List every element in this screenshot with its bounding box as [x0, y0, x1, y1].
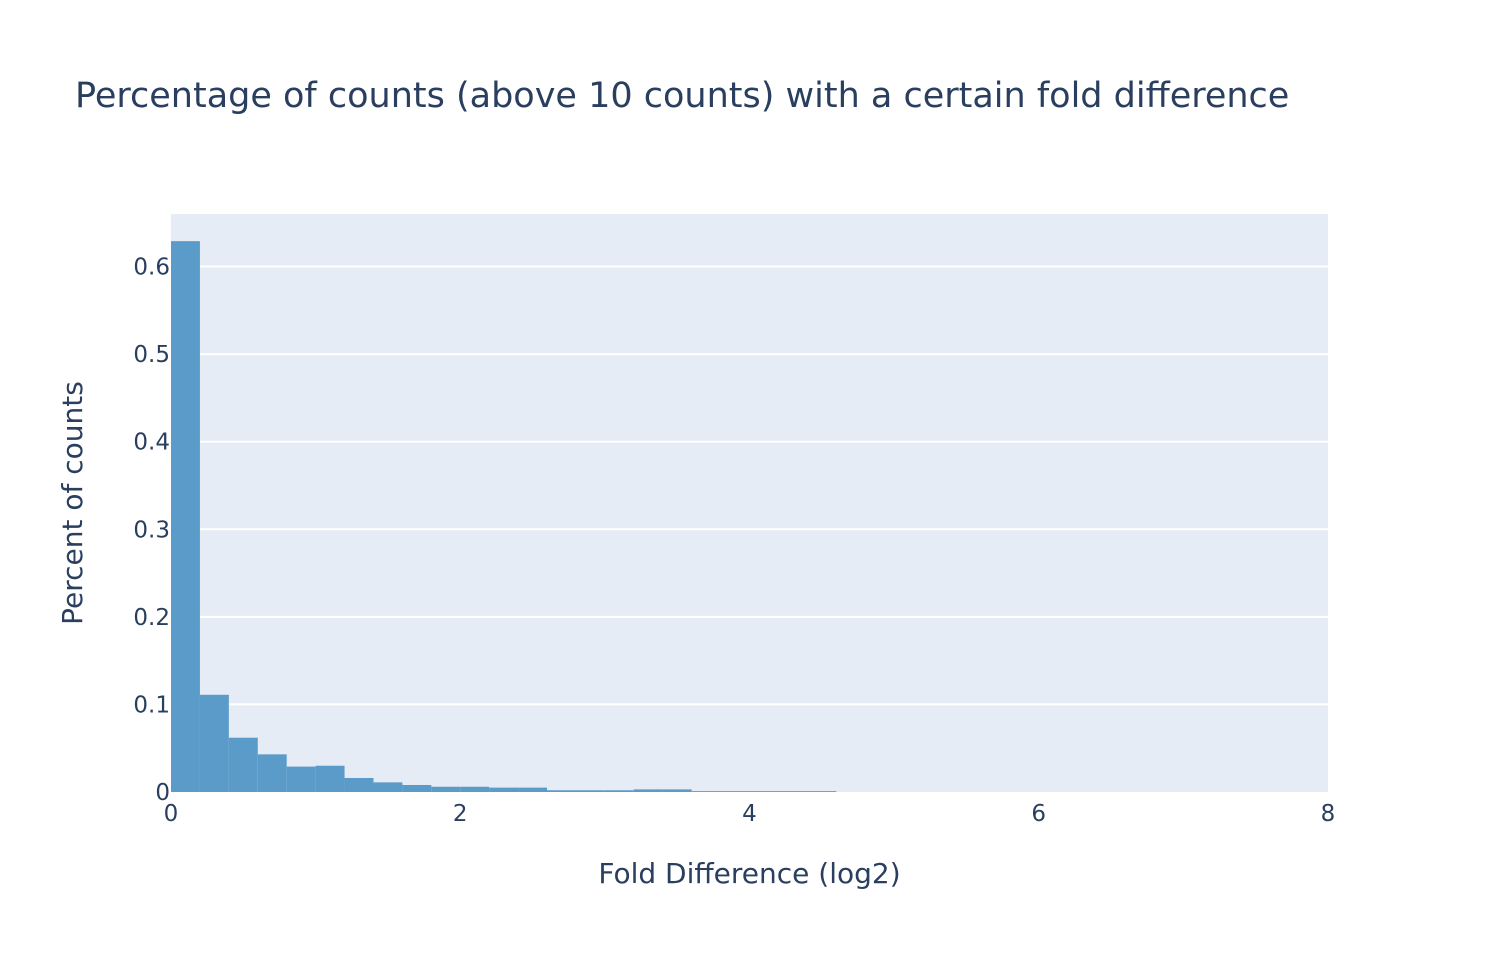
histogram-bar	[228, 737, 258, 792]
histogram-bar	[489, 787, 519, 792]
bars	[171, 241, 837, 792]
histogram-bar	[518, 787, 548, 792]
y-tick-label: 0.1	[133, 692, 170, 718]
histogram-bar	[171, 241, 200, 792]
plot-area	[171, 214, 1328, 792]
histogram-bar	[720, 791, 750, 792]
y-tick-label: 0.5	[133, 342, 170, 368]
histogram-bar	[199, 694, 229, 792]
x-axis-ticks: 0 2 4 6 8	[164, 801, 1336, 827]
histogram-bar	[575, 790, 605, 792]
x-tick-label: 2	[453, 801, 468, 827]
histogram-bar	[402, 784, 432, 792]
histogram-bar	[662, 789, 692, 792]
y-tick-label: 0	[155, 780, 170, 806]
histogram-bar	[344, 777, 374, 792]
histogram-bar	[778, 791, 808, 792]
histogram-bar	[633, 789, 663, 792]
y-tick-label: 0.2	[133, 605, 170, 631]
histogram-bar	[749, 791, 779, 792]
x-axis-title: Fold Difference (log2)	[598, 857, 900, 890]
histogram-bar	[460, 786, 490, 792]
histogram-bar	[604, 790, 634, 792]
x-tick-label: 8	[1321, 801, 1336, 827]
histogram-bar	[373, 782, 403, 792]
x-tick-label: 6	[1031, 801, 1046, 827]
histogram-bar	[691, 791, 721, 792]
histogram-bar	[257, 754, 287, 792]
x-tick-label: 0	[164, 801, 179, 827]
gridlines	[171, 265, 1328, 706]
histogram-bar	[286, 766, 316, 792]
y-tick-label: 0.3	[133, 517, 170, 543]
histogram-bar	[431, 786, 461, 792]
chart-title: Percentage of counts (above 10 counts) w…	[75, 76, 1289, 116]
y-tick-label: 0.6	[133, 255, 170, 281]
histogram-bar	[547, 790, 576, 792]
histogram-bar	[315, 765, 345, 792]
x-tick-label: 4	[742, 801, 757, 827]
y-tick-label: 0.4	[133, 430, 170, 456]
histogram-bar	[807, 791, 837, 792]
y-axis-title: Percent of counts	[56, 381, 89, 625]
y-axis-ticks: 0 0.1 0.2 0.3 0.4 0.5 0.6	[133, 255, 170, 806]
